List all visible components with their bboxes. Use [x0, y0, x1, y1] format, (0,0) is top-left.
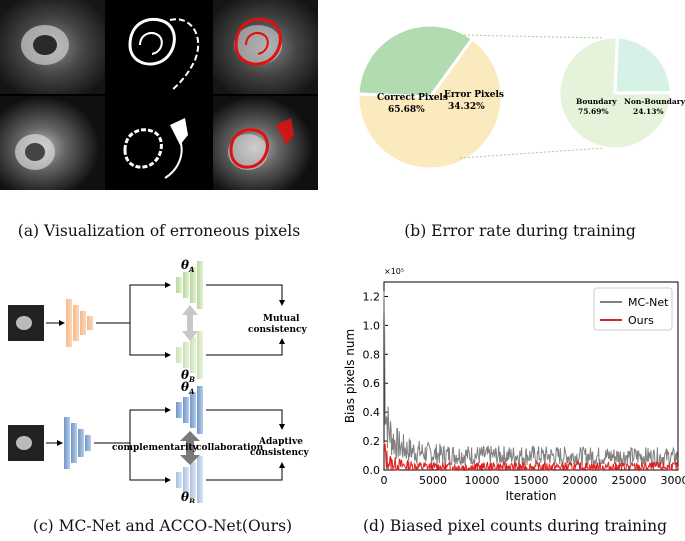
double-arrow	[182, 305, 198, 341]
pie-label-boundary: Boundary	[576, 97, 617, 106]
complementarity-label: complementarity	[112, 443, 199, 453]
collaboration-label: collaboration	[196, 443, 264, 453]
encoder-block	[64, 417, 91, 469]
pie-label-correct: Correct Pixels	[377, 93, 448, 103]
x-axis-label: Iteration	[506, 489, 557, 503]
decoder-a-block	[176, 386, 203, 434]
svg-text:A: A	[188, 387, 195, 396]
y-tick-label: 0.6	[363, 377, 381, 390]
panel-d: 0 5000 10000 15000 20000 25000 30000 0.0 0.2 0.4 0…	[343, 267, 685, 503]
caption-b: (b) Error rate during training	[404, 222, 636, 240]
pie-label-nonboundary: Non-Boundary	[624, 97, 685, 106]
theta-b-label: θ	[181, 490, 189, 503]
panel-a	[0, 0, 318, 190]
pie-value-correct: 65.68%	[388, 105, 425, 115]
caption-d: (d) Biased pixel counts during training	[362, 517, 668, 535]
svg-text:B: B	[188, 375, 195, 384]
x-tick-label: 15000	[514, 474, 549, 487]
svg-text:B: B	[188, 497, 195, 503]
encoder-block	[66, 299, 93, 347]
y-tick-label: 1.0	[363, 319, 381, 332]
error-mask	[107, 96, 211, 190]
pie-value-error: 34.32%	[448, 102, 485, 112]
y-exponent: ×10⁵	[384, 267, 404, 276]
pie-sub	[557, 35, 673, 151]
double-arrow	[180, 431, 200, 465]
theta-a-label: θ	[181, 258, 189, 272]
series-ours-line	[383, 441, 679, 472]
y-axis-label: Bias pixels num	[343, 329, 357, 423]
mutual-label-2: consistency	[248, 325, 307, 335]
x-tick-label: 10000	[465, 474, 500, 487]
pie-main-slice-1	[356, 23, 475, 99]
connector-line	[459, 34, 605, 39]
theta-b-label: θ	[181, 368, 189, 382]
y-tick-label: 0.0	[363, 464, 381, 477]
decoder-b-block	[176, 456, 203, 503]
mutual-label-1: Mutual	[263, 314, 300, 324]
decoder-b-block	[176, 331, 203, 379]
caption-a: (a) Visualization of erroneous pixels	[17, 222, 301, 240]
pie-value-nonboundary: 24.13%	[633, 107, 664, 116]
error-mask	[107, 0, 211, 94]
pie-label-error: Error Pixels	[444, 90, 504, 100]
caption-c: (c) MC-Net and ACCO-Net(Ours)	[32, 517, 293, 535]
theta-a-label: θ	[181, 380, 189, 394]
y-tick-label: 0.8	[363, 348, 381, 361]
panel-b: Correct Pixels 65.68% Error Pixels 34.32…	[356, 23, 685, 171]
series-mcnet-line	[383, 291, 679, 467]
panel-c: θ A θ B Mutual consistency θ A θ B	[8, 258, 309, 503]
y-tick-label: 0.4	[363, 406, 381, 419]
adaptive-label-2: consistency	[250, 448, 309, 458]
mri-grid	[0, 0, 318, 190]
decoder-a-block	[176, 261, 203, 309]
y-tick-label: 0.2	[363, 435, 381, 448]
connector-line	[459, 147, 605, 159]
pie-main-slice-0	[356, 36, 504, 171]
mri-image	[0, 96, 105, 190]
x-tick-label: 30000	[661, 474, 685, 487]
legend-label: MC-Net	[628, 296, 669, 309]
x-tick-label: 20000	[563, 474, 598, 487]
x-tick-label: 5000	[419, 474, 447, 487]
x-tick-label: 0	[381, 474, 388, 487]
y-tick-label: 1.2	[363, 290, 381, 303]
pie-value-boundary: 75.69%	[578, 107, 609, 116]
adaptive-label-1: Adaptive	[258, 437, 303, 447]
pie-sub-slice-1	[613, 35, 673, 95]
x-tick-label: 25000	[612, 474, 647, 487]
legend-label: Ours	[628, 314, 654, 327]
legend: MC-Net Ours	[593, 287, 673, 331]
pie-main	[356, 23, 504, 171]
overlay-image	[213, 96, 318, 190]
svg-text:A: A	[188, 265, 195, 274]
